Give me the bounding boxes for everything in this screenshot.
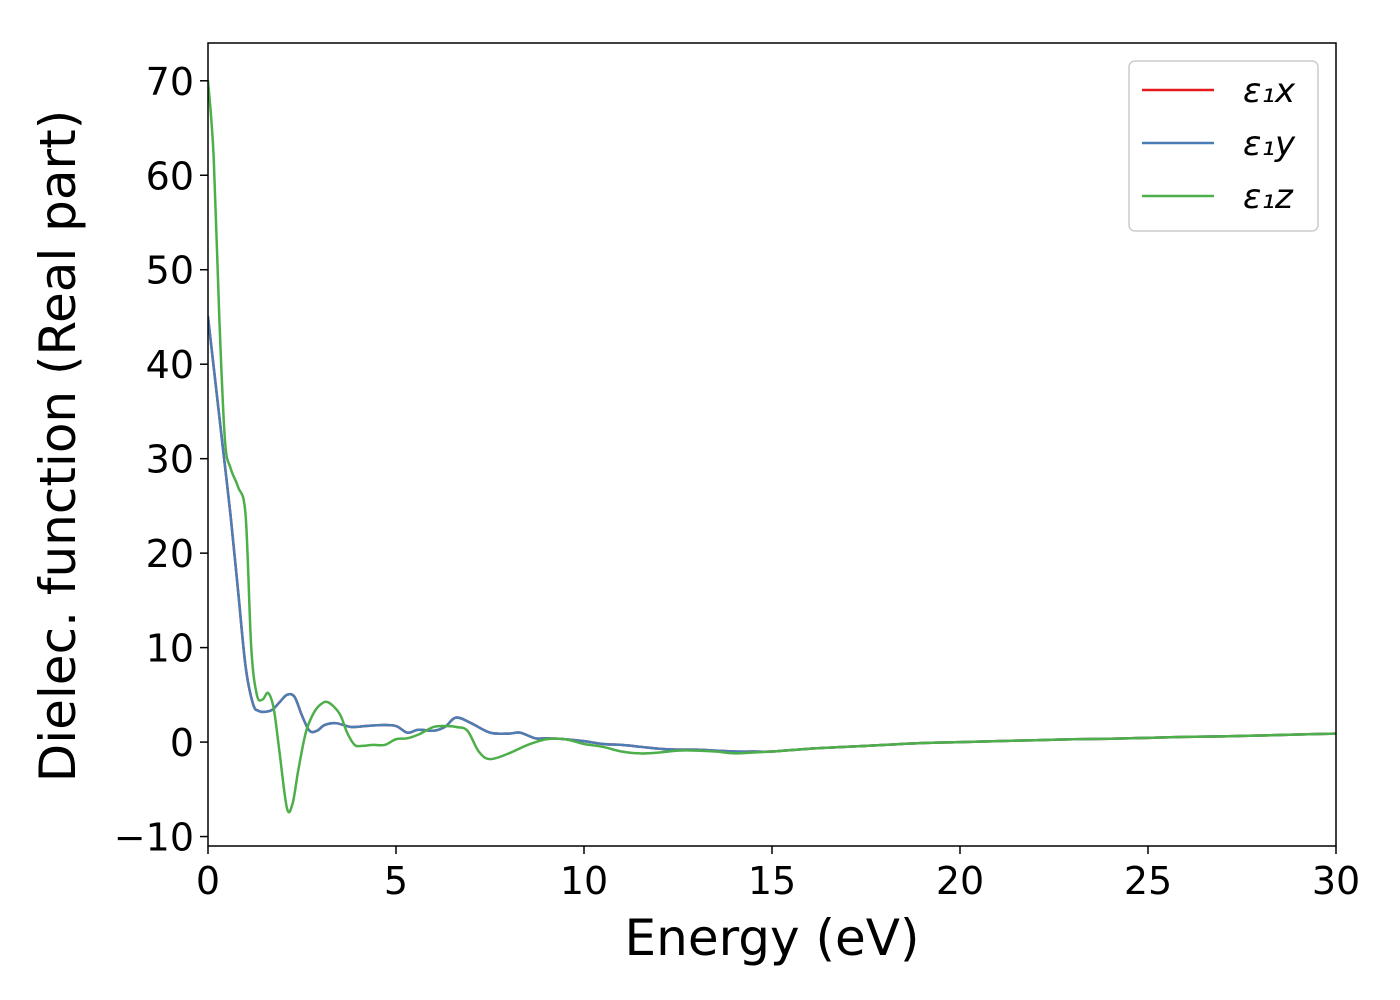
x-tick-label: 15 (748, 859, 796, 903)
y-tick-label: 60 (146, 154, 194, 198)
y-tick-label: 20 (146, 532, 194, 576)
x-tick-label: 5 (384, 859, 408, 903)
x-axis: 0 5 10 15 20 25 30 (196, 846, 1360, 903)
y-tick-label: −10 (114, 816, 194, 860)
x-tick-label: 30 (1312, 859, 1360, 903)
x-tick-label: 0 (196, 859, 220, 903)
y-tick-label: 0 (170, 721, 194, 765)
x-tick-label: 20 (936, 859, 984, 903)
y-axis-label: Dielec. function (Real part) (29, 110, 87, 782)
y-tick-label: 70 (146, 60, 194, 104)
y-tick-label: 40 (146, 343, 194, 387)
y-tick-label: 50 (146, 249, 194, 293)
y-axis: −10 0 10 20 30 40 50 60 70 (114, 60, 208, 860)
series-line-y (208, 315, 1336, 753)
y-tick-label: 30 (146, 438, 194, 482)
x-tick-label: 25 (1124, 859, 1172, 903)
legend-box (1128, 60, 1319, 232)
x-tick-label: 10 (560, 859, 608, 903)
legend-label-z: ε₁z (1243, 177, 1294, 217)
legend: ε₁x ε₁y ε₁z (1128, 60, 1319, 232)
series-line-z (208, 79, 1336, 814)
legend-label-y: ε₁y (1243, 124, 1296, 164)
series-layer (208, 79, 1336, 814)
legend-label-x: ε₁x (1243, 71, 1296, 111)
x-axis-label: Energy (eV) (625, 909, 920, 967)
y-tick-label: 10 (146, 627, 194, 671)
series-line-x (208, 315, 1336, 753)
